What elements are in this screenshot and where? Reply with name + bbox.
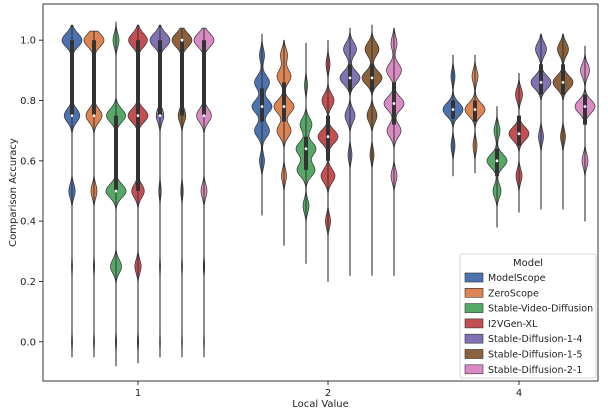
violin-median	[158, 114, 162, 117]
violin-box	[70, 40, 74, 116]
violin-box	[304, 136, 308, 170]
legend-label: Stable-Diffusion-1-4	[488, 334, 582, 345]
violin-box	[561, 64, 565, 95]
violin-box	[517, 115, 521, 146]
violin-median	[282, 105, 286, 108]
legend-swatch	[464, 333, 484, 344]
y-tick-label: 0.6	[20, 156, 36, 167]
y-tick-label: 0.2	[20, 277, 36, 288]
violin-box	[282, 82, 286, 122]
legend-label: I2VGen-XL	[488, 319, 538, 330]
legend-label: ModelScope	[488, 273, 546, 284]
violin-median	[202, 114, 206, 117]
violin-median	[392, 102, 396, 105]
y-tick-label: 0.4	[20, 217, 36, 228]
violin-median	[304, 147, 308, 151]
violin-median	[70, 114, 74, 117]
violin-box	[114, 115, 118, 191]
violin-median	[473, 108, 477, 111]
violin-box	[583, 94, 587, 125]
x-axis: 1 2 4	[135, 381, 522, 399]
violins-layer	[61, 21, 596, 367]
violin-median	[539, 81, 543, 84]
violin-median	[517, 132, 521, 136]
legend-label: Stable-Diffusion-1-5	[488, 350, 582, 361]
legend-swatch	[464, 364, 484, 375]
x-axis-label: Local Value	[292, 399, 349, 410]
violin-box	[202, 40, 206, 116]
violin-box	[473, 100, 477, 122]
violin-box	[326, 115, 330, 161]
violin-median	[370, 76, 374, 80]
violin-box	[495, 148, 499, 176]
legend-swatch	[464, 272, 484, 283]
legend-label: ZeroScope	[488, 288, 539, 299]
violin-median	[451, 108, 455, 111]
legend-items: ModelScope ZeroScope Stable-Video-Diffusio…	[464, 272, 593, 376]
y-tick-label: 0.0	[20, 337, 36, 348]
violin-box	[92, 40, 96, 116]
y-tick-label: 0.8	[20, 96, 36, 107]
violin-median	[180, 38, 184, 42]
y-axis-label: Comparison Accuracy	[8, 138, 19, 247]
x-tick-label: 1	[135, 388, 141, 399]
violin-median	[583, 105, 587, 108]
legend: Model ModelScope ZeroScope Stable-Video-Di…	[459, 253, 597, 379]
violin-median	[326, 135, 330, 139]
legend-title: Model	[513, 258, 543, 269]
y-tick-label: 1.0	[20, 36, 36, 47]
x-tick-label: 2	[325, 388, 331, 399]
violin-box	[158, 40, 162, 116]
x-tick-label: 4	[516, 388, 522, 399]
violin-median	[348, 76, 352, 80]
legend-swatch	[464, 349, 484, 359]
y-axis: 0.0 0.2 0.4 0.6 0.8 1.0	[20, 36, 43, 348]
violin-median	[92, 114, 96, 117]
legend-swatch	[464, 287, 484, 298]
violin-box	[260, 88, 264, 122]
violin-box	[539, 64, 543, 95]
violin-median	[495, 159, 499, 163]
plot-frame	[42, 3, 599, 382]
legend-swatch	[464, 303, 484, 313]
violin-median	[561, 81, 565, 84]
legend-swatch	[464, 318, 484, 329]
violin-median	[136, 114, 140, 117]
violin-box	[180, 40, 184, 116]
legend-label: Stable-Diffusion-2-1	[488, 365, 582, 376]
legend-label: Stable-Video-Diffusion	[488, 304, 593, 315]
violin-median	[114, 189, 118, 193]
violin-median	[260, 105, 264, 108]
legend-box	[459, 253, 597, 379]
